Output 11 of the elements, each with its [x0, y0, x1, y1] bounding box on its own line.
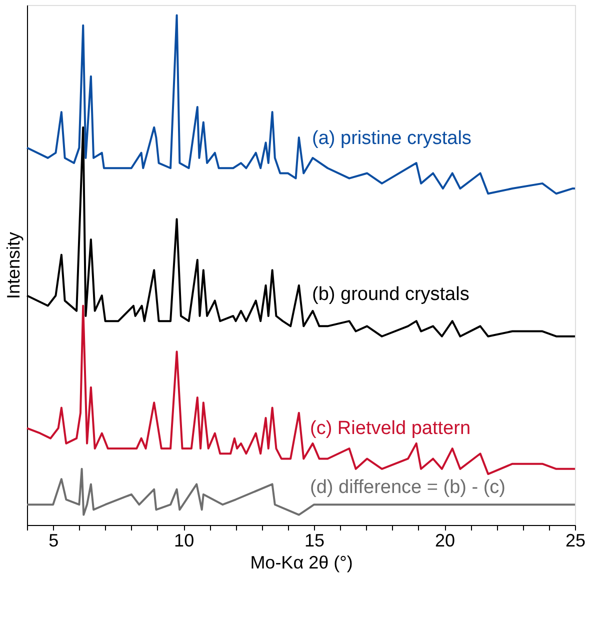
y-axis-title: Intensity: [4, 232, 24, 300]
x-tick-label: 20: [435, 530, 456, 550]
x-tick-label: 5: [48, 530, 59, 550]
x-tick-label: 25: [565, 530, 586, 550]
series-label: (b) ground crystals: [312, 284, 470, 305]
x-tick-label: 15: [304, 530, 325, 550]
series-label: (a) pristine crystals: [312, 128, 472, 149]
x-tick-label: 10: [174, 530, 194, 550]
series-label: (c) Rietveld pattern: [310, 418, 471, 439]
series-label: (d) difference = (b) - (c): [310, 477, 506, 498]
x-axis-title: Mo-Kα 2θ (°): [250, 552, 353, 572]
